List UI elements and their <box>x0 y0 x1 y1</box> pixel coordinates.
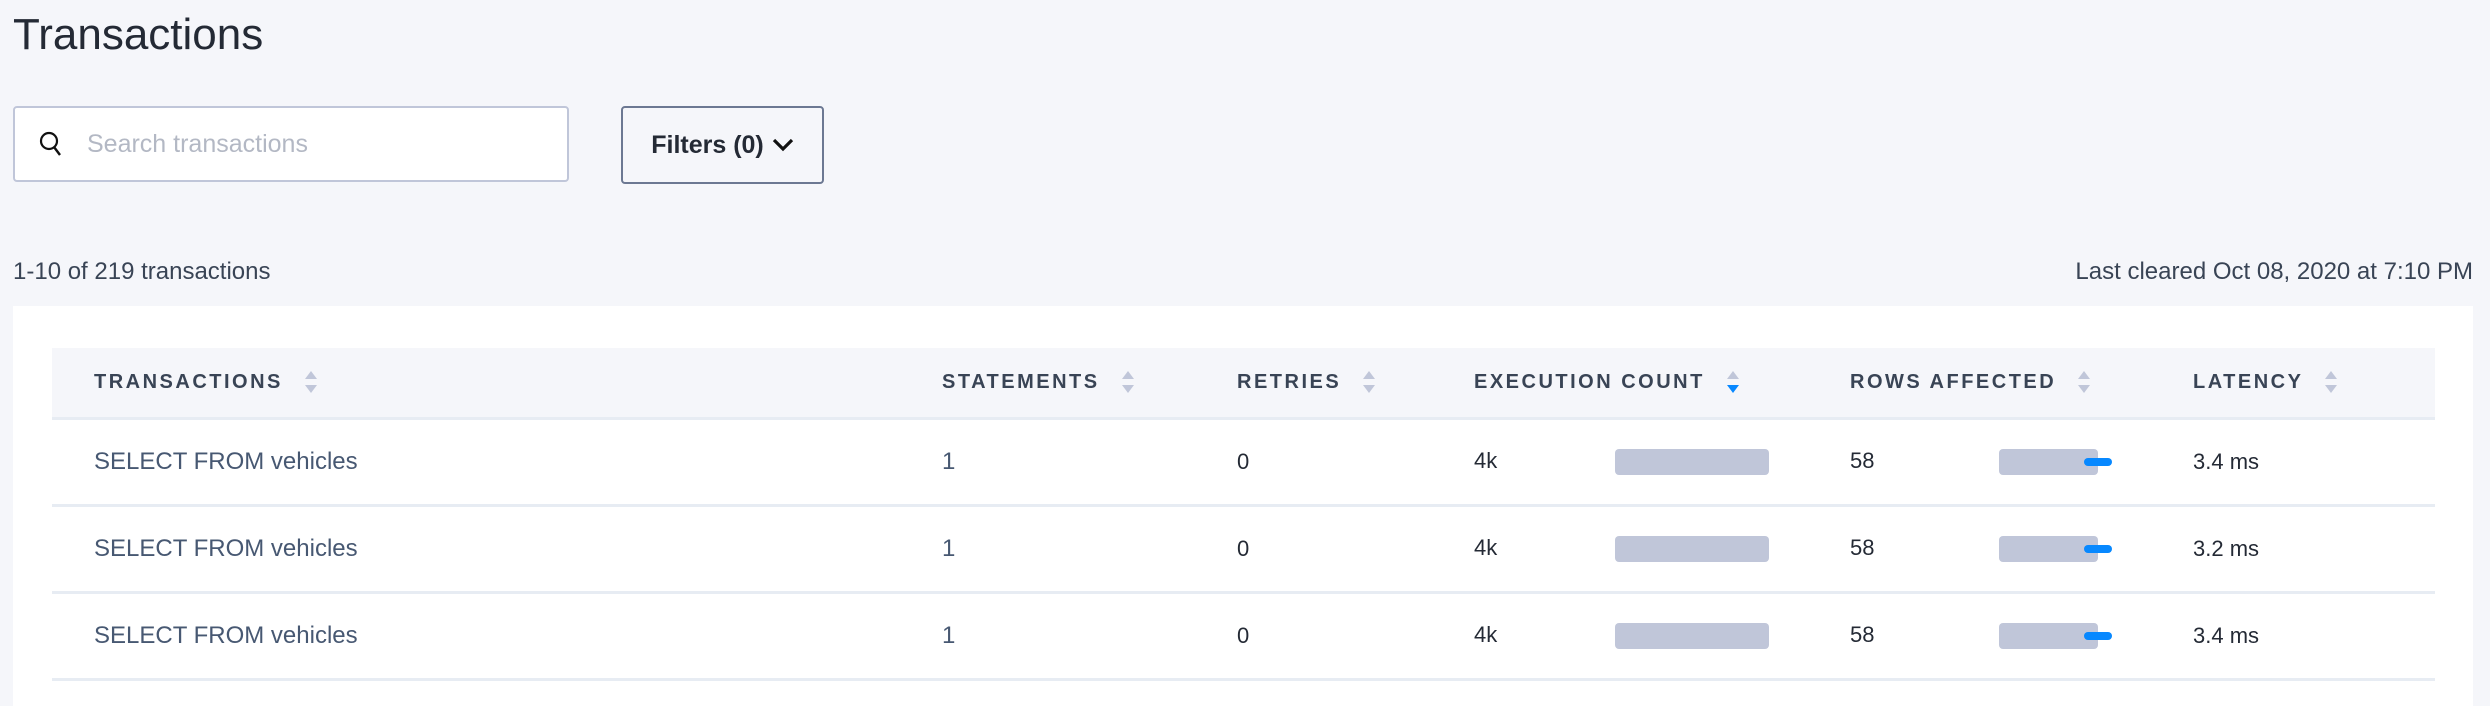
latency-value: 3.4 ms <box>2193 448 2260 474</box>
column-label: EXECUTION COUNT <box>1474 370 1705 393</box>
sort-icon[interactable] <box>2078 371 2091 394</box>
search-icon <box>39 131 61 156</box>
rows-affected-deviation <box>2084 458 2112 467</box>
column-label: LATENCY <box>2193 370 2304 393</box>
rows-affected-value: 58 <box>1850 447 1875 473</box>
transaction-link[interactable]: SELECT FROM vehicles <box>94 447 358 475</box>
filters-button[interactable]: Filters (0) <box>621 106 824 184</box>
execution-count-value: 4k <box>1474 621 1498 647</box>
sort-icon[interactable] <box>1121 371 1134 394</box>
execution-count-value: 4k <box>1474 447 1498 473</box>
retries-value: 0 <box>1237 535 1250 561</box>
column-label: RETRIES <box>1237 370 1342 393</box>
chevron-down-icon <box>772 138 793 152</box>
retries-value: 0 <box>1237 448 1250 474</box>
results-summary: 1-10 of 219 transactions <box>13 258 271 285</box>
search-input[interactable] <box>85 128 529 160</box>
column-header-retries[interactable]: RETRIES <box>1237 348 1474 420</box>
sort-icon[interactable] <box>2325 371 2338 394</box>
column-header-transactions[interactable]: TRANSACTIONS <box>52 348 942 420</box>
column-header-rows-affected[interactable]: ROWS AFFECTED <box>1850 348 2193 420</box>
rows-affected-bar <box>1999 536 2112 563</box>
table-row: SELECT FROM vehicles 1 0 4k 58 3.4 ms <box>52 592 2435 681</box>
rows-affected-value: 58 <box>1850 621 1875 647</box>
table-header: TRANSACTIONS STATEMENTS RETRIES EXECUTION C… <box>52 348 2435 420</box>
statements-value: 1 <box>942 534 956 562</box>
rows-affected-value: 58 <box>1850 534 1875 560</box>
statements-value: 1 <box>942 447 956 475</box>
transactions-table: TRANSACTIONS STATEMENTS RETRIES EXECUTION C… <box>52 348 2435 681</box>
rows-affected-deviation <box>2084 632 2112 641</box>
rows-affected-deviation <box>2084 545 2112 554</box>
transaction-link[interactable]: SELECT FROM vehicles <box>94 534 358 562</box>
latency-value: 3.2 ms <box>2193 535 2260 561</box>
sort-icon[interactable] <box>1363 371 1376 394</box>
table-row: SELECT FROM vehicles 1 0 4k 58 3.2 ms <box>52 505 2435 594</box>
transactions-card: TRANSACTIONS STATEMENTS RETRIES EXECUTION C… <box>13 306 2473 706</box>
execution-count-bar <box>1615 449 1769 476</box>
sort-icon[interactable] <box>304 371 317 394</box>
execution-count-bar <box>1615 536 1769 563</box>
column-label: STATEMENTS <box>942 370 1100 393</box>
column-label: ROWS AFFECTED <box>1850 370 2057 393</box>
latency-value: 3.4 ms <box>2193 622 2260 648</box>
sort-icon[interactable] <box>1726 371 1739 394</box>
rows-affected-bar <box>1999 623 2112 650</box>
filters-label: Filters (0) <box>651 130 764 159</box>
column-header-statements[interactable]: STATEMENTS <box>942 348 1237 420</box>
search-box[interactable] <box>13 106 569 182</box>
last-cleared: Last cleared Oct 08, 2020 at 7:10 PM <box>2075 258 2473 285</box>
transaction-link[interactable]: SELECT FROM vehicles <box>94 621 358 649</box>
execution-count-value: 4k <box>1474 534 1498 560</box>
column-label: TRANSACTIONS <box>94 370 283 393</box>
page-title: Transactions <box>13 10 264 59</box>
table-row: SELECT FROM vehicles 1 0 4k 58 3.4 ms <box>52 418 2435 507</box>
execution-count-bar <box>1615 623 1769 650</box>
retries-value: 0 <box>1237 622 1250 648</box>
statements-value: 1 <box>942 621 956 649</box>
rows-affected-bar <box>1999 449 2112 476</box>
column-header-latency[interactable]: LATENCY <box>2193 348 2435 420</box>
column-header-execution-count[interactable]: EXECUTION COUNT <box>1474 348 1850 420</box>
